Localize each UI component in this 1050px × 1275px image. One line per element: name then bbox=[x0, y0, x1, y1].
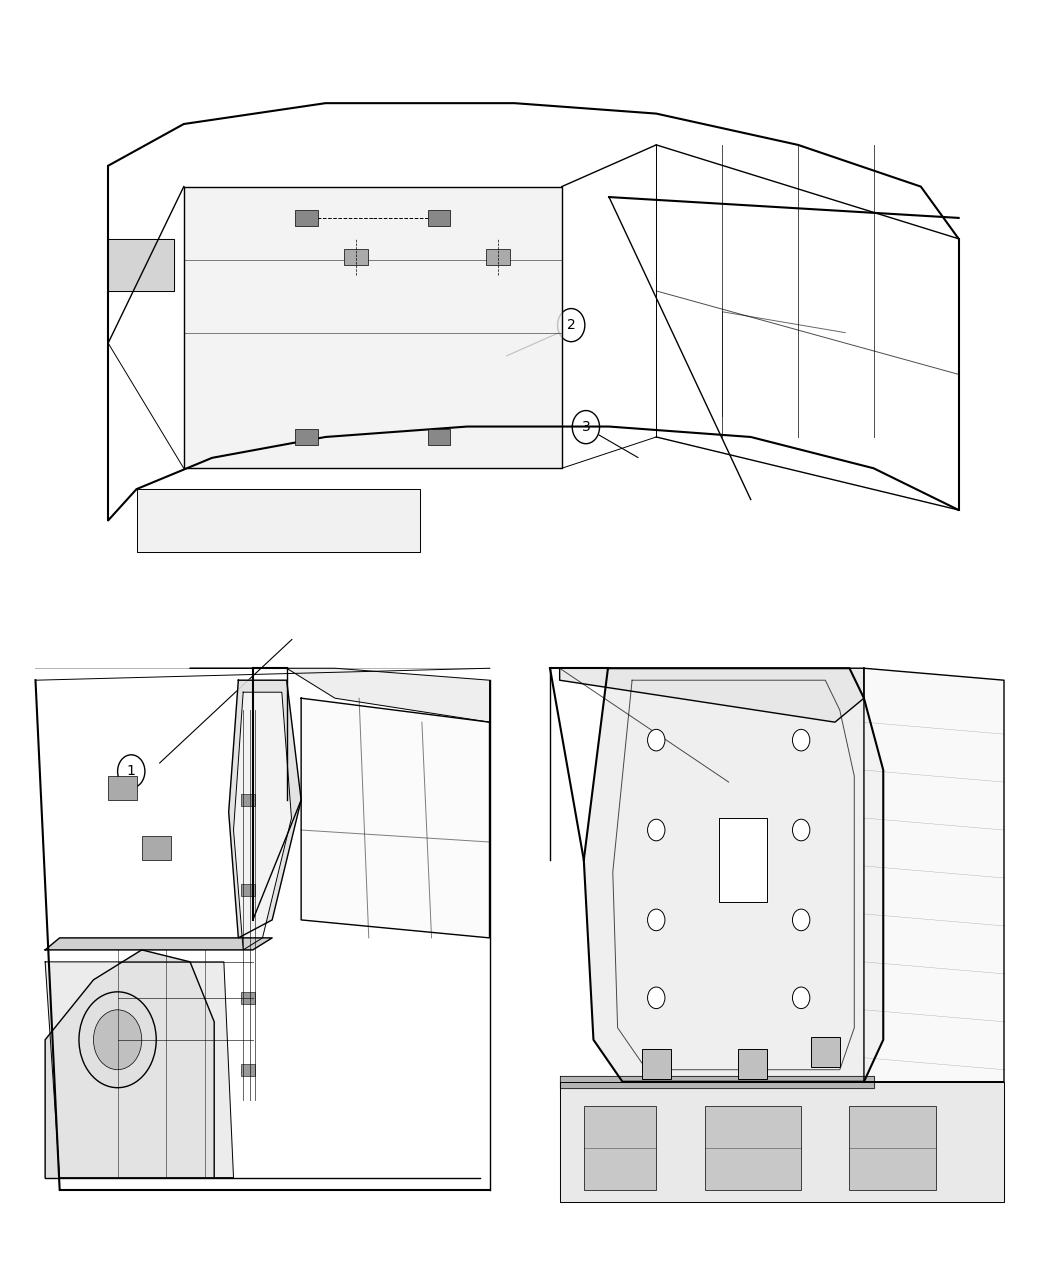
Circle shape bbox=[793, 909, 810, 931]
Circle shape bbox=[648, 729, 665, 751]
Bar bbox=[295, 428, 318, 445]
Bar bbox=[738, 1049, 768, 1079]
Polygon shape bbox=[45, 938, 272, 950]
Polygon shape bbox=[584, 668, 883, 1081]
Polygon shape bbox=[108, 238, 174, 291]
Bar bbox=[240, 884, 255, 896]
Polygon shape bbox=[190, 668, 489, 722]
Circle shape bbox=[793, 987, 810, 1009]
Bar bbox=[705, 1105, 801, 1190]
Polygon shape bbox=[560, 668, 864, 722]
Circle shape bbox=[793, 820, 810, 840]
Bar bbox=[642, 1049, 671, 1079]
Bar bbox=[811, 1037, 840, 1067]
Circle shape bbox=[648, 820, 665, 840]
Circle shape bbox=[93, 1010, 142, 1070]
Polygon shape bbox=[45, 950, 214, 1178]
Polygon shape bbox=[864, 668, 1004, 1081]
Polygon shape bbox=[560, 1076, 874, 1088]
Bar bbox=[427, 209, 450, 226]
Polygon shape bbox=[184, 186, 562, 468]
Text: 2: 2 bbox=[567, 319, 575, 332]
Bar bbox=[427, 428, 450, 445]
Bar bbox=[142, 836, 171, 861]
Bar bbox=[108, 776, 136, 801]
Bar bbox=[486, 249, 510, 265]
Bar bbox=[584, 1105, 656, 1190]
Circle shape bbox=[79, 992, 156, 1088]
Text: 3: 3 bbox=[582, 421, 590, 434]
Polygon shape bbox=[560, 1081, 1004, 1201]
Bar bbox=[240, 1063, 255, 1076]
Circle shape bbox=[118, 755, 145, 788]
Bar bbox=[849, 1105, 937, 1190]
Circle shape bbox=[793, 729, 810, 751]
Text: 1: 1 bbox=[127, 765, 135, 778]
Circle shape bbox=[648, 909, 665, 931]
Polygon shape bbox=[229, 681, 301, 938]
Polygon shape bbox=[45, 961, 233, 1178]
Bar bbox=[344, 249, 369, 265]
Circle shape bbox=[558, 309, 585, 342]
Polygon shape bbox=[301, 699, 489, 938]
Bar bbox=[240, 992, 255, 1003]
Polygon shape bbox=[233, 692, 292, 950]
Circle shape bbox=[648, 987, 665, 1009]
Bar bbox=[240, 794, 255, 806]
Polygon shape bbox=[719, 819, 768, 901]
Circle shape bbox=[572, 411, 600, 444]
Bar bbox=[295, 209, 318, 226]
Polygon shape bbox=[136, 490, 420, 552]
